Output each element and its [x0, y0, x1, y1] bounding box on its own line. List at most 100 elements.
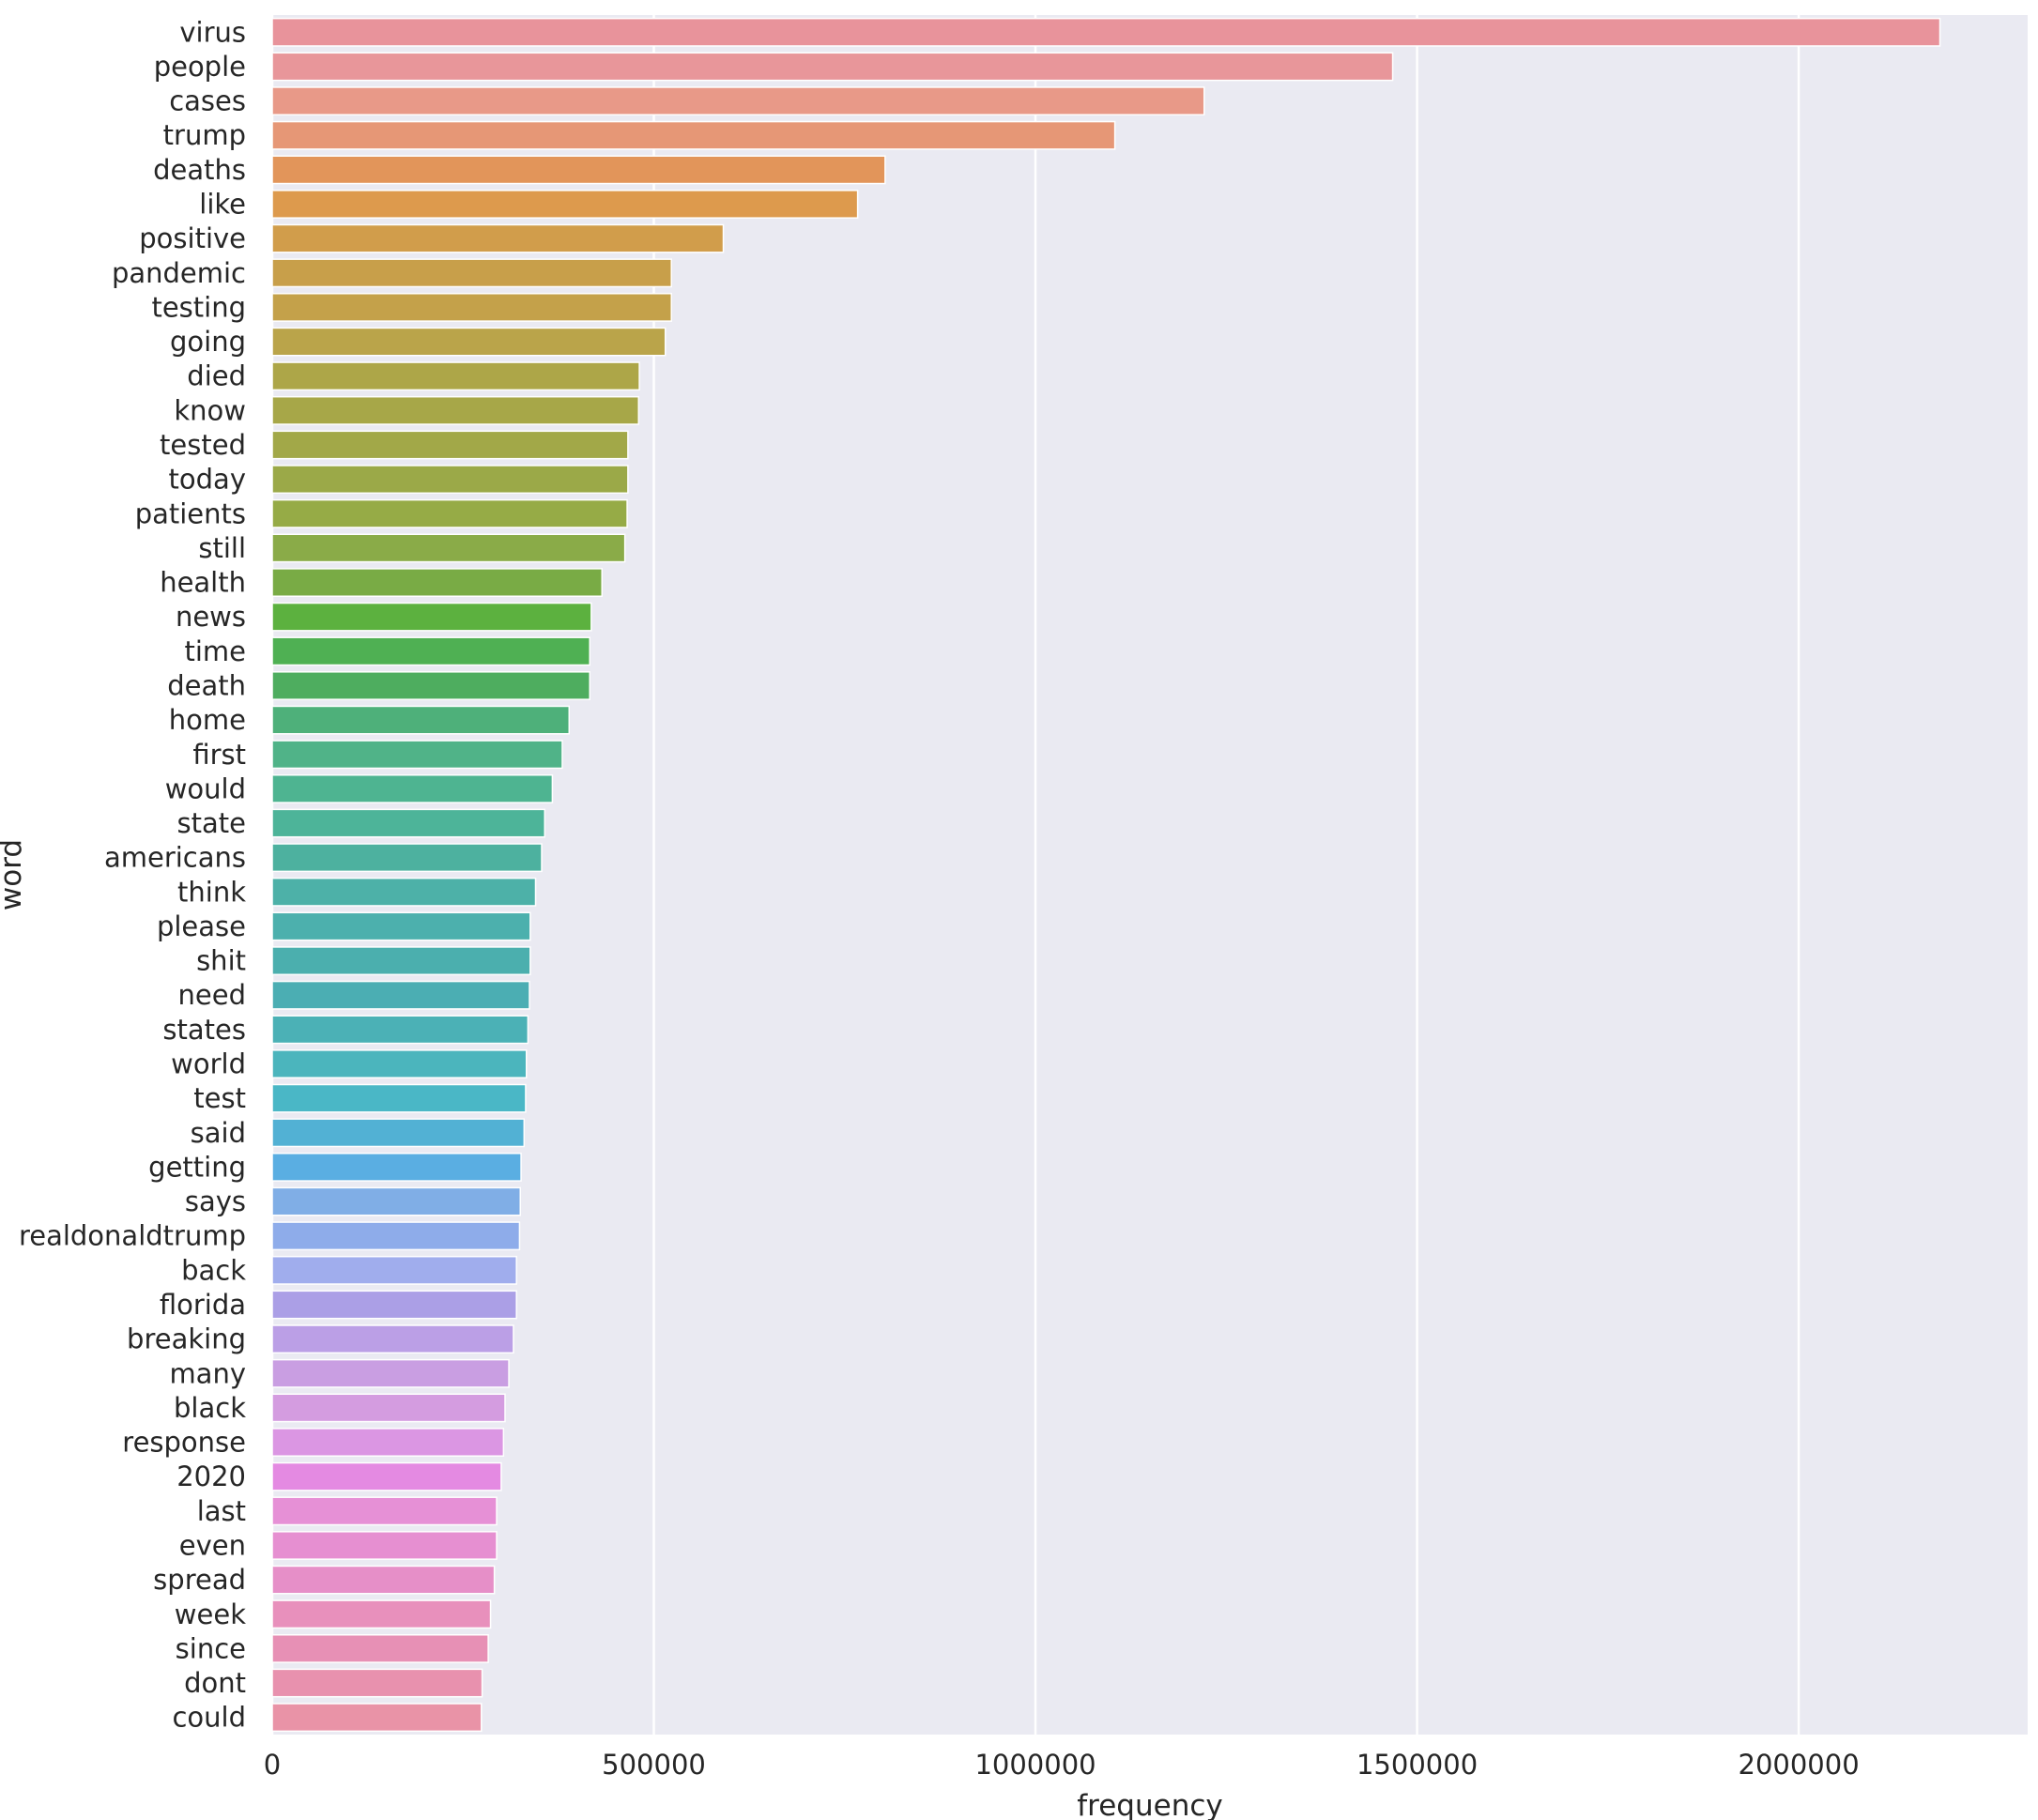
y-tick-label: still: [198, 532, 246, 564]
bars: [271, 17, 1941, 1733]
bar-2020: [271, 1461, 502, 1491]
bar-please: [271, 911, 531, 941]
bar-florida: [271, 1290, 517, 1320]
y-tick-label: dont: [184, 1667, 246, 1699]
bar-spread: [271, 1565, 496, 1595]
y-tick-label: think: [177, 876, 246, 908]
bar-last: [271, 1496, 498, 1526]
y-tick-label: getting: [148, 1151, 246, 1183]
bar-back: [271, 1255, 517, 1285]
bar-could: [271, 1703, 483, 1733]
y-tick-label: virus: [179, 16, 246, 48]
bar-still: [271, 533, 626, 563]
y-tick-label: like: [199, 189, 246, 221]
y-tick-label: first: [192, 739, 246, 771]
bar-world: [271, 1049, 528, 1078]
bar-think: [271, 877, 537, 907]
y-tick-label: time: [184, 635, 246, 667]
bar-since: [271, 1633, 489, 1663]
x-tick-label: 1000000: [974, 1749, 1096, 1781]
y-tick-label: positive: [139, 222, 246, 254]
y-tick-label: test: [193, 1082, 246, 1114]
bar-today: [271, 465, 629, 495]
y-tick-label: please: [157, 910, 246, 942]
y-tick-label: need: [178, 979, 246, 1011]
x-tick-labels: 0 500000 1000000 1500000 2000000: [264, 1749, 1860, 1781]
bar-response: [271, 1428, 505, 1457]
bar-trump: [271, 120, 1116, 150]
bar-deaths: [271, 155, 886, 185]
x-tick-label: 1500000: [1356, 1749, 1478, 1781]
bar-shit: [271, 946, 531, 976]
y-tick-label: many: [169, 1357, 246, 1389]
y-tick-label: since: [176, 1632, 246, 1664]
y-tick-label: would: [165, 772, 246, 804]
y-tick-label: last: [197, 1495, 246, 1527]
y-tick-label: spread: [153, 1564, 246, 1596]
y-tick-label: state: [177, 807, 246, 839]
bar-even: [271, 1531, 498, 1560]
bar-virus: [271, 17, 1941, 47]
bar-time: [271, 636, 590, 666]
bar-realdonaldtrump: [271, 1221, 521, 1251]
bar-pandemic: [271, 258, 672, 288]
y-tick-label: could: [172, 1702, 246, 1734]
x-tick-label: 2000000: [1739, 1749, 1860, 1781]
y-tick-label: tested: [160, 429, 246, 461]
x-axis-label: frequency: [1077, 1789, 1222, 1820]
y-tick-label: says: [185, 1185, 246, 1217]
y-tick-label: health: [160, 567, 246, 599]
y-tick-label: know: [174, 394, 246, 426]
bar-going: [271, 327, 667, 357]
y-tick-label: shit: [196, 945, 246, 977]
y-tick-label: florida: [160, 1289, 246, 1321]
bar-like: [271, 190, 859, 219]
bar-states: [271, 1015, 529, 1045]
bar-need: [271, 980, 530, 1010]
y-tick-label: cases: [169, 85, 246, 117]
y-tick-label: going: [170, 326, 246, 358]
y-tick-label: black: [174, 1392, 246, 1424]
x-tick-label: 0: [264, 1749, 281, 1781]
bar-died: [271, 361, 640, 391]
bar-getting: [271, 1153, 522, 1182]
bar-first: [271, 740, 563, 770]
bar-death: [271, 671, 590, 700]
bar-testing: [271, 293, 672, 322]
y-tick-label: week: [175, 1598, 246, 1630]
bar-health: [271, 568, 603, 597]
bar-dont: [271, 1668, 483, 1698]
bar-tested: [271, 430, 629, 460]
bar-breaking: [271, 1324, 514, 1354]
y-tick-label: back: [181, 1254, 246, 1286]
bar-cases: [271, 86, 1205, 116]
y-tick-label: today: [169, 464, 246, 496]
bar-americans: [271, 843, 543, 873]
y-tick-label: said: [191, 1117, 246, 1149]
y-tick-label: testing: [151, 291, 246, 323]
bar-know: [271, 395, 640, 425]
bar-state: [271, 808, 546, 838]
bar-people: [271, 52, 1394, 82]
bar-positive: [271, 223, 725, 253]
bar-says: [271, 1186, 521, 1216]
y-tick-label: news: [176, 601, 246, 633]
bar-said: [271, 1118, 526, 1148]
bar-would: [271, 773, 554, 803]
x-tick-label: 500000: [602, 1749, 706, 1781]
y-axis-label: word: [0, 839, 28, 910]
y-tick-label: 2020: [176, 1461, 246, 1492]
y-tick-label: even: [179, 1529, 246, 1561]
y-tick-label: people: [154, 51, 246, 83]
bar-week: [271, 1599, 492, 1629]
y-tick-label: deaths: [153, 154, 246, 186]
y-tick-label: breaking: [127, 1323, 246, 1355]
y-tick-label: states: [162, 1014, 246, 1046]
bar-patients: [271, 498, 628, 528]
y-tick-label: realdonaldtrump: [19, 1220, 246, 1252]
y-tick-label: response: [122, 1427, 246, 1459]
y-tick-label: americans: [104, 842, 246, 874]
bar-news: [271, 602, 592, 632]
